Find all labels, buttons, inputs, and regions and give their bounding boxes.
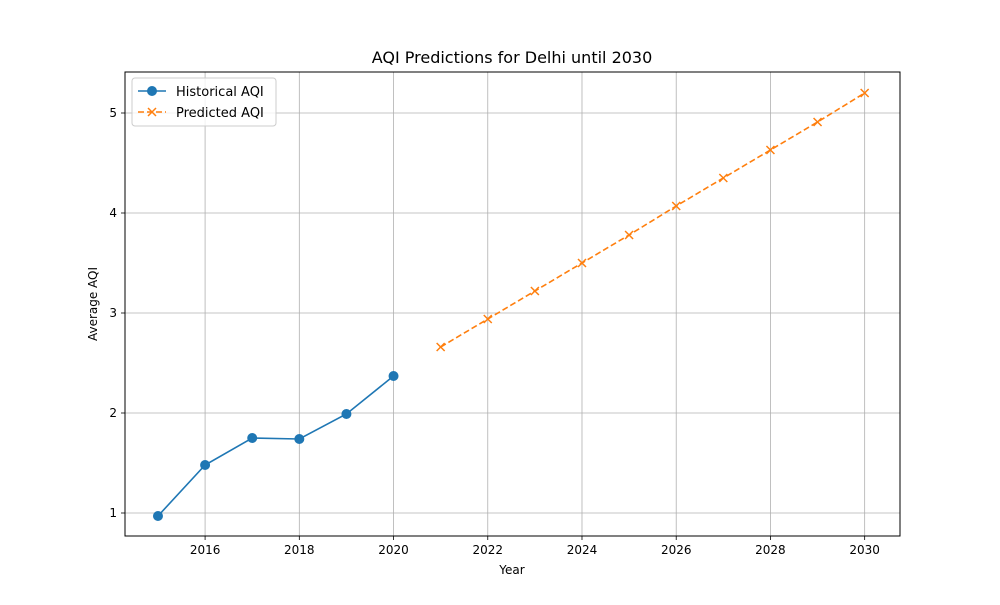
data-point [765,145,775,155]
data-point [860,88,870,98]
legend-marker [147,107,157,117]
series-line [440,92,866,348]
series-historical [152,371,399,521]
x-tick-label: 2030 [849,543,880,557]
data-point [718,173,728,183]
x-axis-title: Year [498,563,524,577]
data-point [341,409,352,419]
y-tick-label: 5 [109,106,117,120]
series-line [157,375,395,517]
data-point [483,314,493,324]
data-point [247,433,258,443]
legend-marker [147,86,157,96]
data-point [436,342,446,352]
x-tick-label: 2024 [567,543,598,557]
x-tick-label: 2022 [472,543,503,557]
grid-lines [125,72,900,536]
data-point [530,286,540,296]
y-axis-title: Average AQI [86,267,100,341]
data-point [577,258,587,268]
legend-item: Predicted AQI [138,106,264,121]
legend-label: Predicted AQI [176,106,264,121]
data-point [200,460,211,470]
data-point [624,230,634,240]
data-point [294,434,305,444]
data-point [671,201,681,211]
x-tick-label: 2016 [190,543,221,557]
x-tick-label: 2020 [378,543,409,557]
legend-box [131,77,277,127]
data-point [813,117,823,127]
x-tick-label: 2018 [284,543,315,557]
legend-item: Historical AQI [138,85,264,100]
legend: Historical AQI Predicted AQI [131,77,277,127]
y-tick-label: 2 [109,406,117,420]
y-tick-label: 3 [109,306,117,320]
chart-title: AQI Predictions for Delhi until 2030 [372,48,653,67]
x-tick-label: 2028 [755,543,786,557]
data-point [152,511,163,521]
plot-area-frame [124,71,901,537]
axis-ticks: 2016 2018 2020 2022 2024 2026 2028 2030 1 2 3 4 5 [109,106,880,557]
series-layer [152,88,870,521]
y-tick-label: 1 [109,506,117,520]
x-tick-label: 2026 [661,543,692,557]
y-tick-label: 4 [109,206,117,220]
legend-label: Historical AQI [176,85,264,100]
data-point [388,371,399,381]
series-predicted [436,88,870,352]
